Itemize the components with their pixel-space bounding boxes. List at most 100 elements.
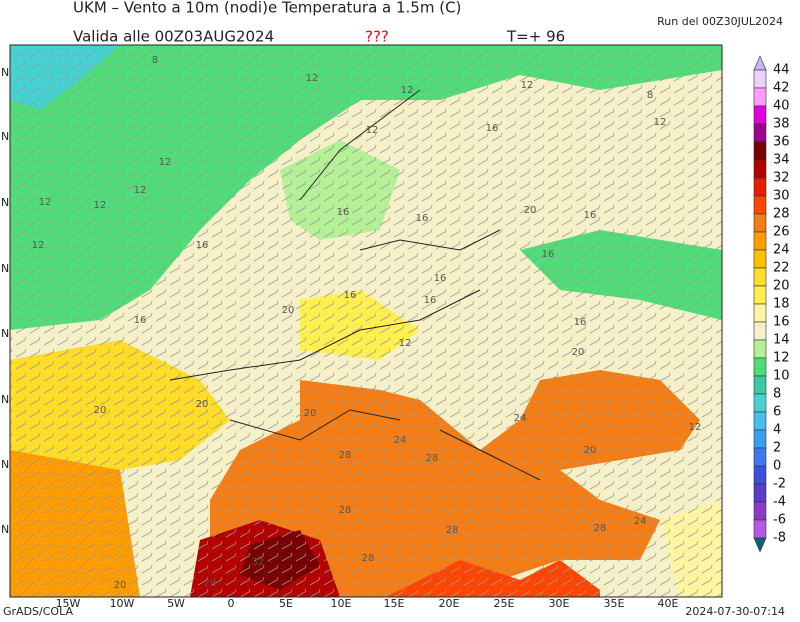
contour-label: 28 [594, 523, 607, 534]
contour-label: 28 [339, 505, 352, 516]
software-label: GrADS/COLA [3, 605, 73, 618]
colorbar-label: 30 [773, 189, 790, 204]
colorbar-box [753, 267, 767, 287]
colorbar-label: -6 [773, 513, 786, 528]
forecast-step: T=+ 96 [506, 28, 565, 46]
contour-label: 12 [401, 85, 414, 96]
colorbar-box [753, 87, 767, 107]
contour-label: 16 [134, 315, 147, 326]
colorbar-box [753, 123, 767, 143]
colorbar-label: 38 [773, 117, 790, 132]
colorbar-arrow [753, 55, 767, 71]
colorbar-label: 24 [773, 243, 790, 258]
contour-label: 12 [134, 185, 147, 196]
lon-label: 5E [279, 597, 293, 610]
colorbar-box [753, 339, 767, 359]
contour-label: 20 [524, 205, 537, 216]
lon-label: 15W [56, 597, 81, 610]
colorbar-box [753, 483, 767, 503]
colorbar-label: 0 [773, 459, 781, 474]
lat-label: N [1, 66, 9, 79]
contour-label: 28 [426, 453, 439, 464]
colorbar-label: 36 [773, 135, 790, 150]
contour-label: 16 [337, 207, 350, 218]
colorbar-label: -8 [773, 531, 786, 546]
colorbar-box [753, 159, 767, 179]
colorbar-label: 16 [773, 315, 790, 330]
lat-label: N [1, 196, 9, 209]
contour-label: 16 [196, 240, 209, 251]
contour-label: 12 [39, 197, 52, 208]
contour-label: 16 [542, 249, 555, 260]
colorbar: 4442403836343230282624222018161412108642… [753, 55, 790, 553]
colorbar-label: 14 [773, 333, 790, 348]
contour-label: 24 [514, 413, 527, 424]
colorbar-label: 42 [773, 81, 790, 96]
contour-label: 20 [114, 580, 127, 591]
colorbar-box [753, 195, 767, 215]
colorbar-box [753, 303, 767, 323]
colorbar-box [753, 447, 767, 467]
contour-label: 28 [362, 553, 375, 564]
lon-label: 40E [658, 597, 679, 610]
lat-label: N [1, 458, 9, 471]
colorbar-box [753, 411, 767, 431]
lon-label: 35E [604, 597, 625, 610]
colorbar-box [753, 285, 767, 305]
contour-label: 8 [647, 90, 653, 101]
contour-label: 20 [282, 305, 295, 316]
lon-label: 30E [549, 597, 570, 610]
colorbar-box [753, 141, 767, 161]
contour-label: 16 [344, 290, 357, 301]
colorbar-label: -2 [773, 477, 786, 492]
colorbar-label: 26 [773, 225, 790, 240]
contour-label: 28 [339, 450, 352, 461]
colorbar-box [753, 519, 767, 539]
colorbar-box [753, 393, 767, 413]
contour-label: 24 [394, 435, 407, 446]
contour-label: 12 [366, 125, 379, 136]
colorbar-label: 6 [773, 405, 781, 420]
contour-label: 12 [306, 73, 319, 84]
colorbar-label: 32 [773, 171, 790, 186]
run-time: Run del 00Z30JUL2024 [657, 15, 783, 28]
colorbar-label: 20 [773, 279, 790, 294]
lon-label: 25E [494, 597, 515, 610]
lon-label: 20E [439, 597, 460, 610]
lon-label: 15E [384, 597, 405, 610]
colorbar-arrow [753, 537, 767, 553]
colorbar-box [753, 429, 767, 449]
colorbar-box [753, 321, 767, 341]
lon-label: 5W [167, 597, 185, 610]
map-frame [9, 44, 723, 598]
lat-label: N [1, 262, 9, 275]
contour-label: 16 [424, 295, 437, 306]
contour-label: 20 [584, 445, 597, 456]
colorbar-label: 10 [773, 369, 790, 384]
colorbar-label: -4 [773, 495, 786, 510]
contour-label: 12 [654, 117, 667, 128]
colorbar-label: 40 [773, 99, 790, 114]
contour-label: 12 [689, 422, 702, 433]
colorbar-box [753, 357, 767, 377]
colorbar-label: 22 [773, 261, 790, 276]
contour-label: 20 [572, 347, 585, 358]
valid-time: Valida alle 00Z03AUG2024 [73, 28, 274, 46]
lat-label: N [1, 393, 9, 406]
colorbar-label: 18 [773, 297, 790, 312]
colorbar-label: 8 [773, 387, 781, 402]
flag: ??? [365, 28, 389, 46]
lat-label: N [1, 130, 9, 143]
contour-label: 28 [446, 525, 459, 536]
contour-label: 16 [486, 123, 499, 134]
lon-label: 10E [331, 597, 352, 610]
contour-label: 8 [152, 55, 158, 66]
title: UKM – Vento a 10m (nodi)e Temperatura a … [73, 0, 461, 17]
colorbar-label: 28 [773, 207, 790, 222]
contour-label: 20 [196, 399, 209, 410]
lon-label: 0 [228, 597, 235, 610]
contour-label: 12 [159, 157, 172, 168]
lat-label: N [1, 327, 9, 340]
colorbar-label: 2 [773, 441, 781, 456]
